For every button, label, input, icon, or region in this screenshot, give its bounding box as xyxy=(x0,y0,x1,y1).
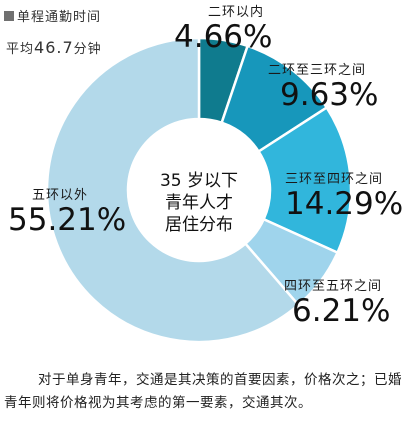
center-line-2: 青年人才 xyxy=(165,193,233,213)
slice-name-4: 五环以外 xyxy=(32,188,89,203)
slice-label-3: 四环至五环之间 6.21% xyxy=(284,280,390,327)
center-title: 35 岁以下 青年人才 居住分布 xyxy=(140,170,258,236)
legend: 单程通勤时间 xyxy=(4,6,101,25)
slice-value-1: 9.63% xyxy=(280,77,379,113)
slice-value-3: 6.21% xyxy=(292,293,391,329)
slice-value-4: 55.21% xyxy=(8,202,127,238)
legend-title: 单程通勤时间 xyxy=(17,10,102,25)
average-unit: 分钟 xyxy=(73,42,102,57)
slice-name-1: 二环至三环之间 xyxy=(268,63,367,78)
slice-label-0: 二环以内 4.66% xyxy=(174,6,272,53)
legend-marker xyxy=(4,11,14,21)
slice-label-4: 五环以外 55.21% xyxy=(8,189,126,236)
donut-slices xyxy=(45,36,353,344)
donut-hole xyxy=(128,119,270,261)
center-line-3: 居住分布 xyxy=(165,215,233,235)
slice-value-0: 4.66% xyxy=(174,19,273,55)
slice-name-0: 二环以内 xyxy=(208,5,265,20)
caption: 对于单身青年，交通是其决策的首要因素，价格次之；已婚青年则将价格视为其考虑的第一… xyxy=(4,372,402,411)
slice-name-3: 四环至五环之间 xyxy=(284,279,383,294)
average-prefix: 平均 xyxy=(6,42,35,57)
slice-label-2: 三环至四环之间 14.29% xyxy=(285,173,403,220)
slice-value-2: 14.29% xyxy=(285,186,404,222)
average-value: 46.7 xyxy=(34,38,74,57)
slice-name-2: 三环至四环之间 xyxy=(285,172,384,187)
slice-label-1: 二环至三环之间 9.63% xyxy=(268,64,378,111)
center-line-1: 35 岁以下 xyxy=(159,171,239,191)
average-commute: 平均46.7分钟 xyxy=(6,38,102,57)
